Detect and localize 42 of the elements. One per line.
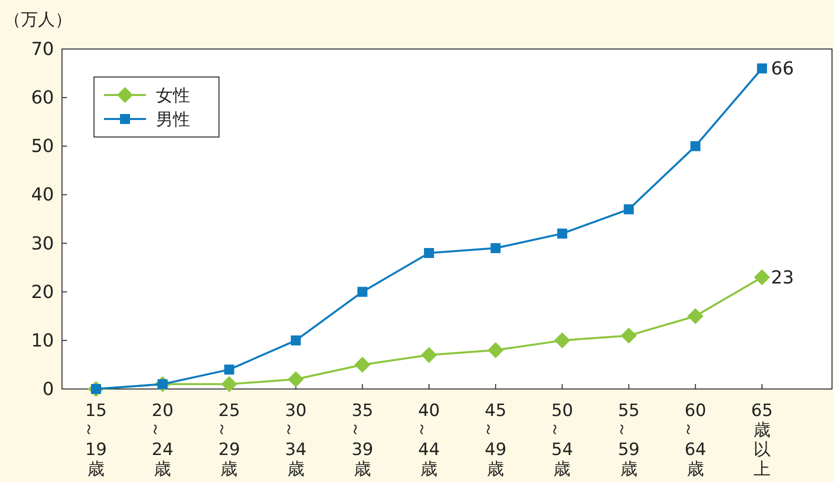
x-tick-label: 40～44歳 bbox=[412, 401, 440, 480]
point bbox=[690, 141, 700, 152]
point bbox=[424, 248, 434, 258]
y-tick-label: 0 bbox=[42, 379, 54, 400]
point bbox=[288, 371, 304, 388]
y-axis-title: （万人） bbox=[4, 10, 72, 30]
legend-label: 女性 bbox=[156, 86, 190, 106]
y-tick-label: 10 bbox=[31, 330, 54, 352]
point bbox=[557, 228, 568, 239]
y-tick-label: 40 bbox=[31, 184, 54, 206]
point bbox=[554, 332, 570, 348]
x-tick-label: 15～19歳 bbox=[79, 401, 107, 480]
point bbox=[488, 342, 504, 358]
x-tick-label: 20～24歳 bbox=[146, 401, 174, 480]
x-tick-label: 65歳以上 bbox=[751, 401, 773, 480]
x-tick-label: 45～49歳 bbox=[478, 401, 506, 480]
y-tick-label: 30 bbox=[31, 233, 54, 254]
point bbox=[421, 347, 437, 363]
point bbox=[687, 308, 704, 324]
point bbox=[357, 286, 368, 297]
x-tick-label: 50～54歳 bbox=[545, 401, 574, 480]
x-tick-label: 35～39歳 bbox=[345, 401, 374, 480]
data-label: 23 bbox=[771, 267, 794, 288]
data-label: 66 bbox=[771, 58, 794, 80]
y-tick-label: 20 bbox=[31, 282, 54, 303]
point bbox=[354, 356, 370, 373]
point bbox=[490, 243, 501, 254]
point bbox=[620, 328, 637, 344]
point bbox=[224, 364, 234, 375]
y-tick-label: 50 bbox=[31, 136, 54, 158]
x-tick-label: 25～29歳 bbox=[212, 401, 240, 480]
legend-label: 男性 bbox=[156, 110, 190, 130]
point bbox=[624, 204, 634, 214]
point bbox=[290, 335, 301, 346]
point bbox=[757, 63, 767, 74]
x-tick-label: 60～64歳 bbox=[678, 401, 706, 480]
x-tick-label: 55～59歳 bbox=[612, 401, 640, 480]
y-tick-label: 60 bbox=[31, 88, 54, 109]
y-tick-label: 70 bbox=[31, 39, 54, 60]
point bbox=[221, 376, 238, 392]
point bbox=[754, 269, 770, 286]
x-tick-label: 30～34歳 bbox=[278, 401, 307, 480]
